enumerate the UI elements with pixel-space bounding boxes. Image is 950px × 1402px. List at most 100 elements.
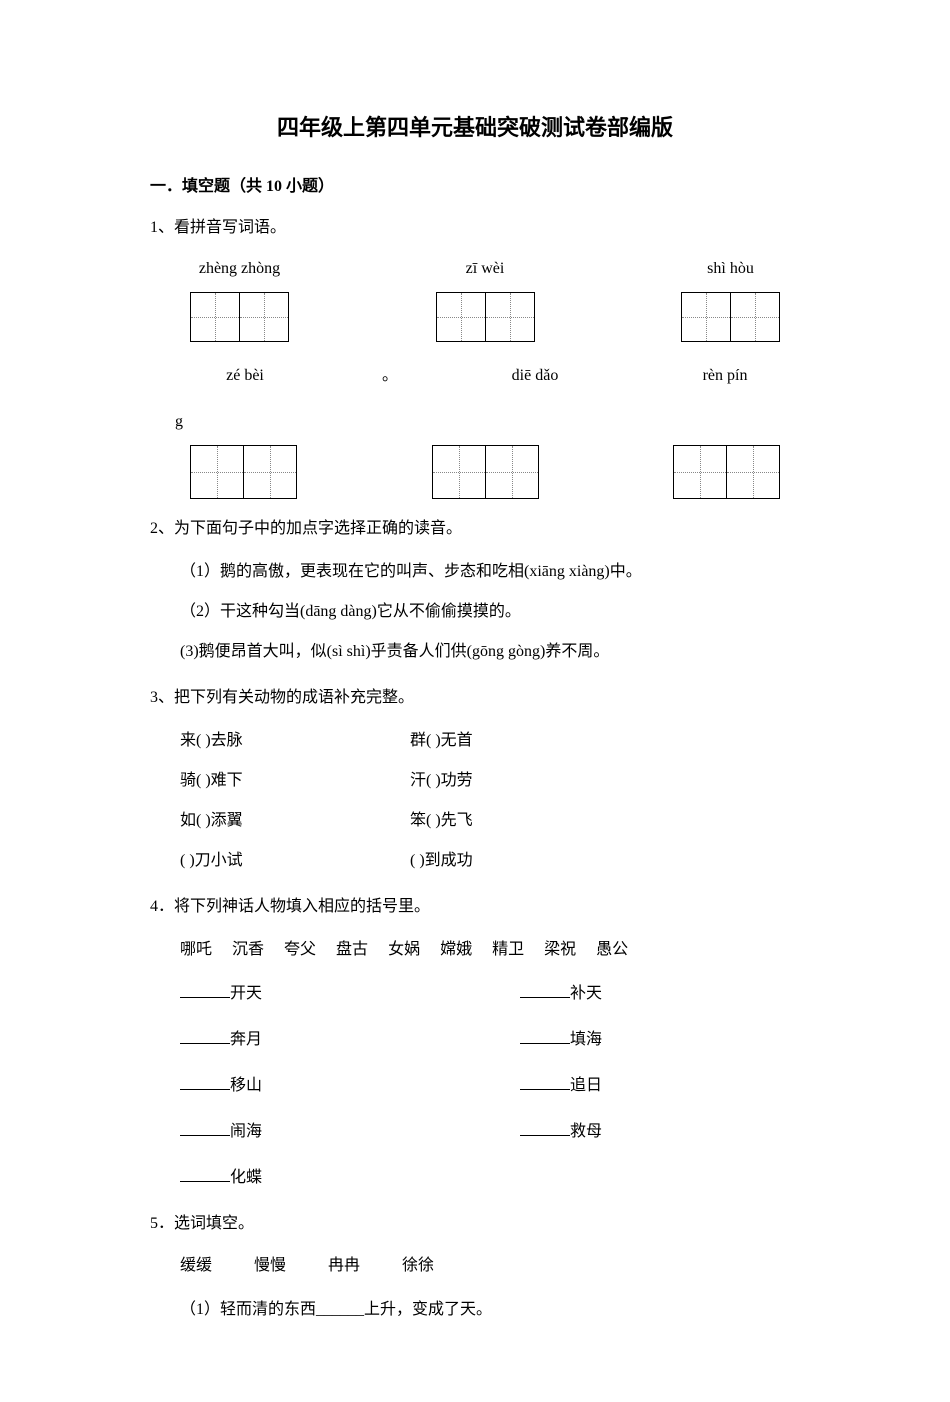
- pinyin-block: [432, 445, 539, 499]
- word-choice: 冉冉: [328, 1250, 360, 1282]
- blank-input[interactable]: [180, 1135, 230, 1136]
- blank-input[interactable]: [520, 1043, 570, 1044]
- fill-left: 开天: [180, 978, 520, 1010]
- pinyin-label: rèn pín: [703, 362, 748, 391]
- fill-right: 填海: [520, 1024, 602, 1056]
- blank-input[interactable]: [520, 1089, 570, 1090]
- dot-label: 。: [380, 362, 400, 391]
- pinyin-label: zhèng zhòng: [199, 255, 280, 284]
- q1-row2-grids: [150, 445, 800, 499]
- idiom-right: 汗( )功劳: [410, 765, 473, 797]
- fill-left: 闹海: [180, 1116, 520, 1148]
- word-choice: 徐徐: [402, 1250, 434, 1282]
- fill-row: 化蝶: [150, 1162, 800, 1194]
- idiom-row: 骑( )难下汗( )功劳: [150, 765, 800, 797]
- pinyin-label: zī wèi: [466, 255, 505, 284]
- fill-left: 移山: [180, 1070, 520, 1102]
- tianzi-cell[interactable]: [726, 445, 780, 499]
- blank-input[interactable]: [180, 1043, 230, 1044]
- q4-prompt: 4．将下列神话人物填入相应的括号里。: [150, 893, 800, 922]
- blank-input[interactable]: [180, 1089, 230, 1090]
- idiom-row: ( )刀小试( )到成功: [150, 845, 800, 877]
- q3-prompt: 3、把下列有关动物的成语补充完整。: [150, 684, 800, 713]
- tianzi-cell[interactable]: [485, 445, 539, 499]
- tianzi-grid[interactable]: [190, 445, 297, 499]
- pinyin-block: zhèng zhòng: [190, 255, 289, 342]
- idiom-right: ( )到成功: [410, 845, 473, 877]
- q1-prompt: 1、看拼音写词语。: [150, 214, 800, 243]
- tianzi-cell[interactable]: [681, 292, 731, 342]
- fill-row: 移山追日: [150, 1070, 800, 1102]
- q2-item: （2）干这种勾当(dāng dàng)它从不偷偷摸摸的。: [150, 596, 800, 628]
- tianzi-grid[interactable]: [432, 445, 539, 499]
- tianzi-cell[interactable]: [190, 445, 244, 499]
- idiom-left: ( )刀小试: [180, 845, 410, 877]
- q5-item: （1）轻而清的东西______上升，变成了天。: [150, 1294, 800, 1326]
- tianzi-cell[interactable]: [436, 292, 486, 342]
- q1-row1: zhèng zhòng zī wèi shì hòu: [150, 255, 800, 342]
- question-2: 2、为下面句子中的加点字选择正确的读音。 （1）鹅的高傲，更表现在它的叫声、步态…: [150, 515, 800, 668]
- q1-row2-labels: zé bèi 。 diē dǎo rèn pín: [150, 352, 800, 399]
- tianzi-cell[interactable]: [432, 445, 486, 499]
- myth-name: 沉香: [232, 934, 264, 966]
- blank-input[interactable]: [180, 997, 230, 998]
- pinyin-block: rèn pín: [670, 362, 780, 399]
- pinyin-label: diē dǎo: [512, 362, 559, 391]
- question-1: 1、看拼音写词语。 zhèng zhòng zī wèi shì hòu: [150, 214, 800, 499]
- word-choice: 慢慢: [254, 1250, 286, 1282]
- pinyin-label: zé bèi: [226, 362, 264, 391]
- page-title: 四年级上第四单元基础突破测试卷部编版: [150, 110, 800, 142]
- idiom-row: 如( )添翼笨( )先飞: [150, 805, 800, 837]
- fill-row: 闹海救母: [150, 1116, 800, 1148]
- idiom-right: 笨( )先飞: [410, 805, 473, 837]
- q5-prompt: 5．选词填空。: [150, 1210, 800, 1239]
- blank-input[interactable]: [180, 1181, 230, 1182]
- fill-left: 化蝶: [180, 1162, 520, 1194]
- tianzi-grid[interactable]: [436, 292, 535, 342]
- pinyin-label: shì hòu: [707, 255, 754, 284]
- tianzi-cell[interactable]: [673, 445, 727, 499]
- tianzi-grid[interactable]: [190, 292, 289, 342]
- q2-item: (3)鹅便昂首大叫，似(sì shì)乎责备人们供(gōng gòng)养不周。: [150, 636, 800, 668]
- tianzi-cell[interactable]: [239, 292, 289, 342]
- idiom-row: 来( )去脉群( )无首: [150, 725, 800, 757]
- tianzi-cell[interactable]: [730, 292, 780, 342]
- extra-letter: g: [150, 408, 800, 437]
- tianzi-grid[interactable]: [681, 292, 780, 342]
- fill-right: 救母: [520, 1116, 602, 1148]
- q2-item: （1）鹅的高傲，更表现在它的叫声、步态和吃相(xiāng xiàng)中。: [150, 556, 800, 588]
- q2-prompt: 2、为下面句子中的加点字选择正确的读音。: [150, 515, 800, 544]
- tianzi-cell[interactable]: [485, 292, 535, 342]
- question-3: 3、把下列有关动物的成语补充完整。 来( )去脉群( )无首骑( )难下汗( )…: [150, 684, 800, 877]
- idiom-left: 来( )去脉: [180, 725, 410, 757]
- pinyin-block: [190, 445, 297, 499]
- pinyin-block: shì hòu: [681, 255, 780, 342]
- fill-row: 奔月填海: [150, 1024, 800, 1056]
- myth-name: 嫦娥: [440, 934, 472, 966]
- fill-row: 开天补天: [150, 978, 800, 1010]
- myth-name: 精卫: [492, 934, 524, 966]
- fill-right: 补天: [520, 978, 602, 1010]
- idiom-left: 骑( )难下: [180, 765, 410, 797]
- q5-choices: 缓缓 慢慢 冉冉 徐徐: [150, 1250, 800, 1282]
- question-5: 5．选词填空。 缓缓 慢慢 冉冉 徐徐 （1）轻而清的东西______上升，变成了天。: [150, 1210, 800, 1327]
- section-header: 一．填空题（共 10 小题）: [150, 172, 800, 196]
- fill-right: 追日: [520, 1070, 602, 1102]
- fill-left: 奔月: [180, 1024, 520, 1056]
- idiom-left: 如( )添翼: [180, 805, 410, 837]
- blank-input[interactable]: [520, 1135, 570, 1136]
- myth-name: 梁祝: [544, 934, 576, 966]
- myth-name: 盘古: [336, 934, 368, 966]
- tianzi-grid[interactable]: [673, 445, 780, 499]
- q4-names: 哪吒沉香夸父盘古女娲嫦娥精卫梁祝愚公: [150, 934, 800, 966]
- myth-name: 愚公: [596, 934, 628, 966]
- myth-name: 女娲: [388, 934, 420, 966]
- pinyin-block: zī wèi: [436, 255, 535, 342]
- question-4: 4．将下列神话人物填入相应的括号里。 哪吒沉香夸父盘古女娲嫦娥精卫梁祝愚公 开天…: [150, 893, 800, 1194]
- word-choice: 缓缓: [180, 1250, 212, 1282]
- blank-input[interactable]: [520, 997, 570, 998]
- tianzi-cell[interactable]: [243, 445, 297, 499]
- tianzi-cell[interactable]: [190, 292, 240, 342]
- idiom-right: 群( )无首: [410, 725, 473, 757]
- myth-name: 哪吒: [180, 934, 212, 966]
